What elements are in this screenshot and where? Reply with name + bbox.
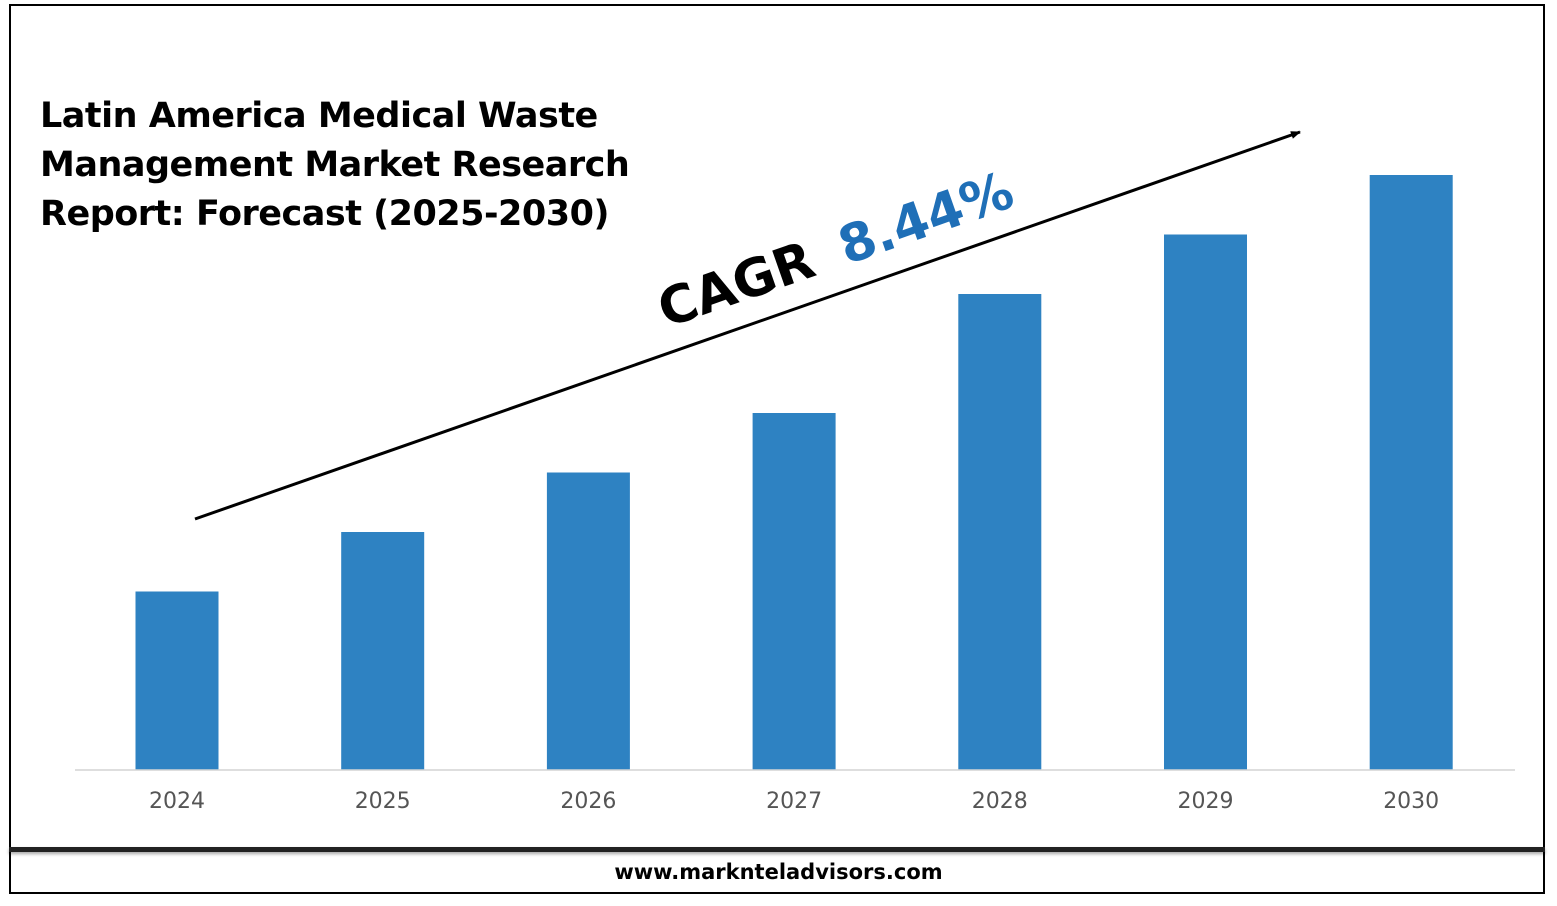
x-tick-label-2030: 2030 bbox=[1383, 789, 1439, 814]
bar-2029 bbox=[1164, 234, 1247, 770]
cagr-value: 8.44% bbox=[831, 161, 1021, 277]
x-tick-label-2028: 2028 bbox=[972, 789, 1028, 814]
chart-title-line-1: Latin America Medical Waste bbox=[40, 96, 598, 136]
chart-title: Latin America Medical Waste Management M… bbox=[40, 92, 660, 239]
x-tick-label-2025: 2025 bbox=[355, 789, 411, 814]
chart-title-line-3: Report: Forecast (2025-2030) bbox=[40, 194, 609, 234]
footer-divider bbox=[9, 847, 1545, 852]
footer-website: www.marknteladvisors.com bbox=[614, 860, 943, 884]
bar-2024 bbox=[135, 591, 219, 770]
bar-2025 bbox=[341, 532, 425, 770]
x-tick-label-2026: 2026 bbox=[560, 789, 616, 814]
x-tick-label-2029: 2029 bbox=[1178, 789, 1234, 814]
cagr-label: CAGR bbox=[650, 230, 822, 340]
x-tick-labels: 2024 2025 2026 2027 2028 2029 2030 bbox=[149, 789, 1439, 814]
x-tick-label-2024: 2024 bbox=[149, 789, 205, 814]
chart-title-line-2: Management Market Research bbox=[40, 145, 630, 185]
bar-2026 bbox=[546, 472, 630, 770]
bar-2030 bbox=[1369, 175, 1453, 770]
trend-arrow bbox=[194, 130, 1301, 521]
bar-2028 bbox=[958, 294, 1042, 770]
bar-2027 bbox=[752, 413, 836, 770]
bars-group bbox=[135, 175, 1453, 770]
x-tick-label-2027: 2027 bbox=[766, 789, 822, 814]
